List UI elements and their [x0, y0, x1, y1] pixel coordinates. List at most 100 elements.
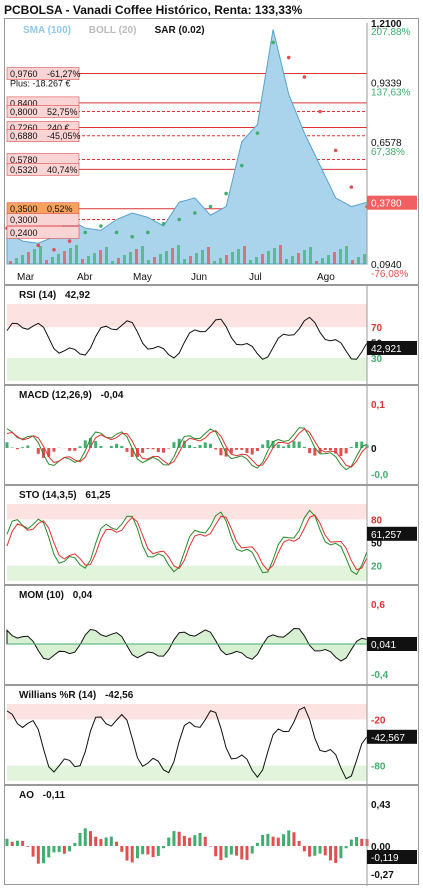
williams-line [6, 706, 368, 780]
volume-bar [129, 252, 132, 264]
volume-bar [255, 257, 258, 264]
rsi-line [6, 316, 368, 360]
ao-bar [198, 832, 202, 846]
macd-hist-bar [214, 448, 218, 450]
last-value-tag [367, 850, 417, 864]
ao-bar [334, 846, 338, 863]
price-panel[interactable]: 0,9760 -61,27% 0,8400 0,8000 52,75% 0,7260 240… [4, 18, 419, 285]
volume-bar [171, 248, 174, 264]
ao-bar [151, 846, 155, 858]
volume-bar [45, 260, 48, 264]
mom-panel[interactable]: 0,6 -0,4 0,041 MOM (10) 0,04 [4, 585, 419, 686]
macd-hist-bar [318, 448, 322, 454]
volume-bar [225, 255, 228, 264]
macd-hist-bar [344, 448, 348, 454]
order-level-price: 0,3000 [10, 215, 38, 225]
macd-line [6, 427, 368, 471]
macd-panel[interactable]: 0,1 0 -0,0 MACD (12,26,9) -0,04 [4, 385, 419, 486]
volume-bar [75, 245, 78, 264]
ao-bar [255, 842, 259, 846]
level-label: 20 [371, 562, 383, 573]
volume-bar [243, 246, 246, 264]
order-level-label: 0,6880 -45,05% [6, 129, 81, 142]
ao-bar [355, 836, 359, 846]
ao-bar [94, 836, 98, 846]
sar-dot [318, 109, 322, 114]
macd-hist-bar [355, 441, 359, 448]
level-label: 0,6 [371, 600, 385, 611]
ao-bar [271, 836, 275, 846]
sar-dot [208, 204, 213, 209]
ao-bar [292, 832, 296, 846]
volume-bar [159, 254, 162, 264]
sar-dot [161, 222, 166, 226]
level-label: -0,27 [371, 870, 394, 881]
sar-dot [99, 224, 103, 228]
order-level-pct: 240 € [47, 123, 70, 133]
macd-hist-bar [245, 448, 249, 454]
ao-panel[interactable]: 0,43 0,00 -0,27 -0,119 AO -0,11 [4, 785, 419, 886]
macd-hist-bar [5, 442, 9, 448]
ao-bar [125, 846, 129, 861]
macd-hist-bar [172, 442, 176, 448]
volume-bar [33, 249, 36, 264]
macd-hist-bar [235, 448, 239, 450]
ao-bar [349, 839, 353, 846]
macd-hist-bar [78, 446, 82, 448]
last-value-tag [367, 729, 417, 744]
rsi-panel[interactable]: 70503042,921 RSI (14) 42,92 [4, 285, 419, 386]
ao-bar [245, 846, 249, 860]
ao-bar [68, 846, 72, 852]
last-value: 42,921 [371, 344, 402, 355]
level-label: 0 [371, 444, 377, 455]
macd-hist-bar [135, 448, 139, 458]
ao-bar [182, 835, 186, 846]
ao-bar [344, 846, 348, 849]
order-level-price: 0,7260 [10, 123, 38, 133]
volume-bar [51, 257, 54, 264]
ao-bar [141, 846, 145, 855]
ao-bar [266, 833, 270, 846]
macd-hist-bar [308, 448, 312, 454]
macd-hist-bar [188, 445, 192, 448]
volume-bar [321, 258, 324, 264]
overbought-zone [7, 504, 367, 520]
macd-hist-bar [146, 448, 150, 450]
volume-bar [339, 249, 342, 264]
month-label: Ago [317, 272, 335, 283]
macd-hist-bar [349, 447, 353, 448]
ao-bar [328, 846, 332, 861]
macd-hist-bar [42, 448, 46, 458]
volume-bar [153, 257, 156, 264]
legend-entry: BOLL (20) [89, 25, 137, 36]
volume-bar [207, 247, 210, 264]
macd-hist-bar [193, 446, 197, 448]
sar-dot [193, 211, 197, 215]
last-value-tag [367, 340, 417, 355]
level-label: -80 [371, 762, 386, 773]
ao-bar [261, 834, 265, 846]
macd-hist-bar [250, 448, 254, 455]
ao-bar [36, 846, 40, 864]
williams-panel[interactable]: -20 -80 -42,567 Willians %R (14) -42,56 [4, 685, 419, 786]
ao-bar [214, 846, 218, 857]
sto-panel[interactable]: 80 50 20 61,257 STO (14,3,5) 61,25 [4, 485, 419, 586]
pct-axis-tick: 67,38% [371, 147, 405, 158]
ao-bar [10, 841, 14, 846]
macd-hist-bar [287, 444, 291, 448]
last-value: -42,567 [371, 733, 405, 744]
macd-hist-bar [15, 448, 19, 450]
macd-hist-bar [52, 448, 56, 452]
sar-dot [36, 243, 41, 248]
order-level-pct: 40,74% [47, 165, 78, 175]
sto-d-line [6, 514, 368, 571]
price-axis-tick: 1,2100 [371, 19, 402, 30]
mom-value: 0,04 [72, 590, 93, 601]
ao-bar [135, 846, 139, 859]
order-level-price: 0,2400 [10, 228, 38, 238]
last-value-tag [367, 526, 417, 541]
ao-bar [99, 839, 103, 846]
ao-bar [323, 846, 327, 856]
oversold-zone [7, 357, 367, 381]
